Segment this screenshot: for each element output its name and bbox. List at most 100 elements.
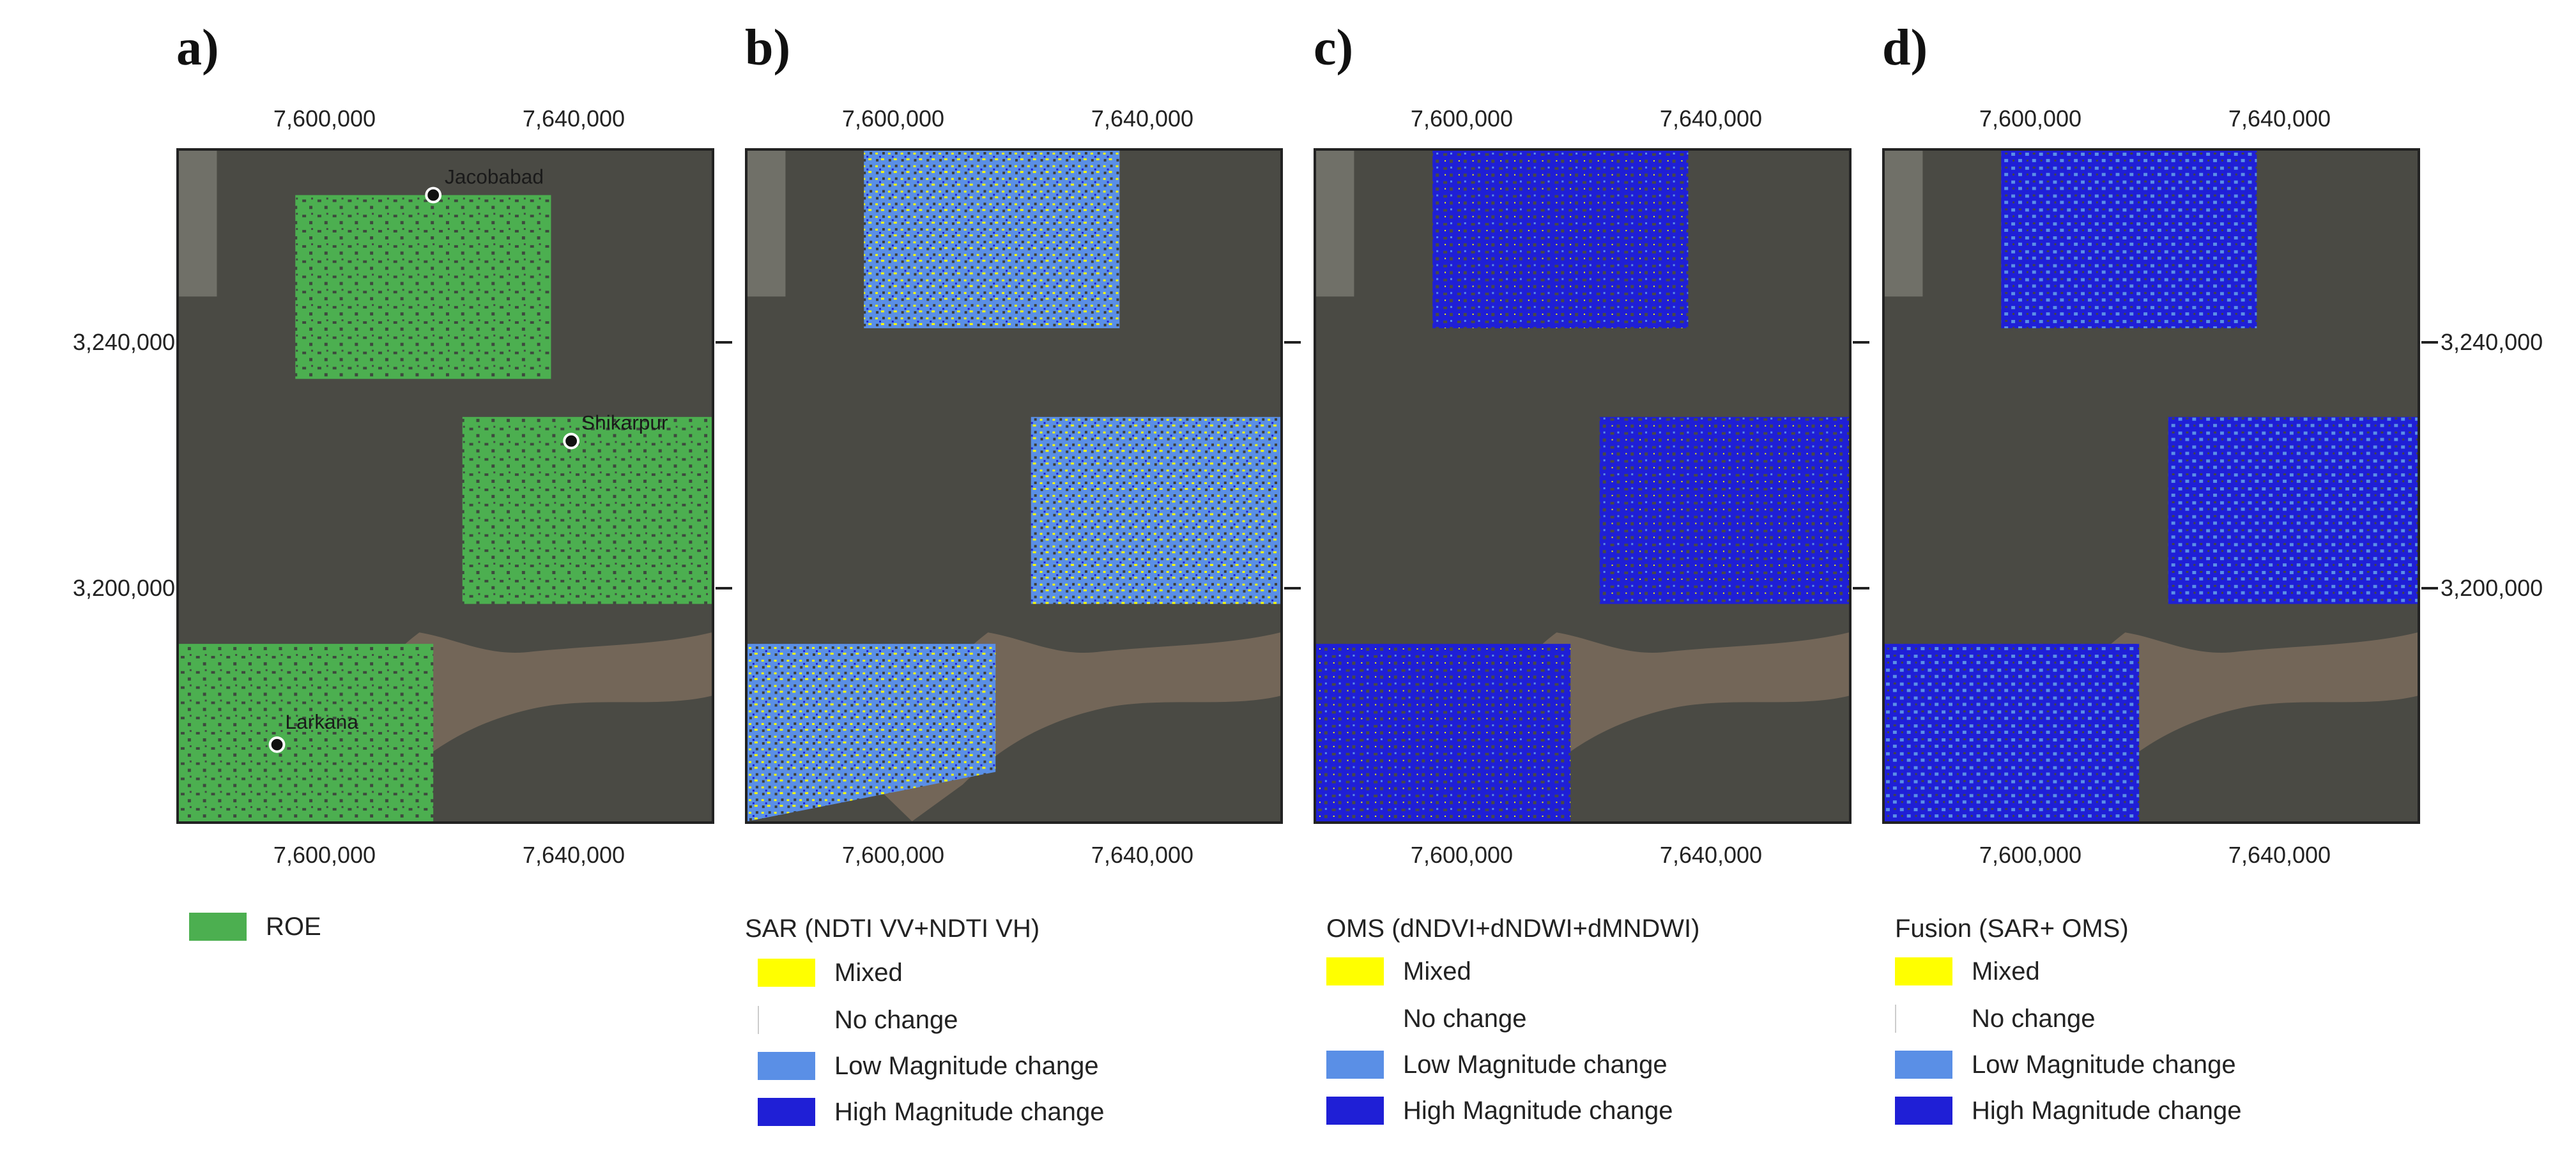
legend-item-roe: ROE — [189, 912, 321, 941]
x-tick-top: 7,600,000 — [841, 105, 945, 132]
sar-region — [864, 151, 1120, 328]
legend-swatch-high-magnitude — [1895, 1097, 1952, 1125]
map-panel-d — [1882, 148, 2420, 824]
legend-item-mixed: Mixed — [1326, 957, 1471, 986]
legend-label: No change — [834, 1005, 958, 1034]
panel-label-b: b) — [745, 20, 791, 76]
legend-swatch-low-magnitude — [1326, 1051, 1384, 1079]
map-panel-c — [1314, 148, 1851, 824]
legend-item-low-magnitude: Low Magnitude change — [1326, 1050, 1667, 1079]
legend-label: No change — [1403, 1004, 1527, 1033]
city-label: Shikarpur — [581, 411, 668, 434]
legend-item-mixed: Mixed — [758, 958, 903, 987]
tick-mark — [1853, 587, 1869, 589]
x-tick-bottom: 7,640,000 — [1659, 842, 1763, 868]
legend-label: Low Magnitude change — [834, 1051, 1099, 1080]
legend-swatch-mixed — [1895, 957, 1952, 985]
legend-item-high-magnitude: High Magnitude change — [758, 1097, 1105, 1127]
legend-item-high-magnitude: High Magnitude change — [1895, 1096, 2242, 1125]
x-tick-top: 7,640,000 — [1091, 105, 1194, 132]
legend-title-fusion: Fusion (SAR+ OMS) — [1895, 915, 2129, 943]
map-panel-b — [745, 148, 1283, 824]
legend-swatch-no-change — [1895, 1005, 1952, 1033]
legend-label: Low Magnitude change — [1403, 1050, 1667, 1079]
city-marker — [425, 186, 442, 204]
legend-label: High Magnitude change — [1403, 1096, 1673, 1125]
tick-mark — [1284, 587, 1301, 589]
oms-region — [1599, 416, 1849, 604]
y-tick-left: 3,240,000 — [72, 329, 175, 355]
map-panel-a: Jacobabad Shikarpur Larkana — [176, 148, 714, 824]
legend-swatch-high-magnitude — [1326, 1097, 1384, 1125]
legend-swatch-no-change — [758, 1006, 815, 1034]
x-tick-top: 7,600,000 — [273, 105, 376, 132]
legend-swatch-mixed — [758, 959, 815, 987]
satellite-map-a: Jacobabad Shikarpur Larkana — [179, 151, 712, 821]
fusion-region — [2168, 416, 2418, 604]
city-marker — [268, 736, 286, 753]
satellite-map-d — [1885, 151, 2418, 821]
x-tick-top: 7,640,000 — [522, 105, 625, 132]
legend-label: ROE — [266, 912, 321, 941]
tick-mark — [716, 587, 732, 589]
x-tick-bottom: 7,600,000 — [1410, 842, 1514, 868]
legend-label: Low Magnitude change — [1972, 1050, 2236, 1079]
x-tick-bottom: 7,600,000 — [841, 842, 945, 868]
sar-region — [1031, 416, 1280, 604]
tick-mark — [1284, 341, 1301, 344]
legend-item-no-change: No change — [1895, 1004, 2095, 1033]
legend-item-low-magnitude: Low Magnitude change — [758, 1051, 1099, 1081]
oms-region — [1432, 151, 1689, 328]
legend-swatch-high-magnitude — [758, 1098, 815, 1126]
x-tick-top: 7,640,000 — [2228, 105, 2331, 132]
x-tick-bottom: 7,640,000 — [1091, 842, 1194, 868]
satellite-map-c — [1316, 151, 1849, 821]
x-tick-top: 7,600,000 — [1410, 105, 1514, 132]
panel-label-c: c) — [1314, 20, 1354, 76]
roe-region — [295, 195, 551, 379]
legend-label: Mixed — [1972, 957, 2040, 985]
roe-region — [179, 644, 434, 821]
legend-swatch-roe — [189, 913, 247, 941]
legend-title-oms: OMS (dNDVI+dNDWI+dMNDWI) — [1326, 915, 1700, 943]
city-label: Jacobabad — [445, 165, 544, 188]
sar-region — [747, 644, 996, 821]
legend-label: High Magnitude change — [1972, 1096, 2242, 1125]
x-tick-bottom: 7,640,000 — [522, 842, 625, 868]
legend-item-no-change: No change — [758, 1005, 958, 1035]
roe-region — [462, 416, 712, 604]
fusion-region — [2001, 151, 2257, 328]
legend-swatch-mixed — [1326, 957, 1384, 985]
y-tick-right: 3,240,000 — [2441, 329, 2543, 355]
x-tick-bottom: 7,600,000 — [1979, 842, 2082, 868]
oms-region — [1316, 644, 1571, 821]
satellite-map-b — [747, 151, 1280, 821]
y-tick-left: 3,200,000 — [72, 575, 175, 601]
legend-label: Mixed — [834, 958, 903, 987]
tick-mark — [2421, 587, 2438, 589]
legend-label: Mixed — [1403, 957, 1471, 985]
fusion-region — [1885, 644, 2140, 821]
tick-mark — [716, 341, 732, 344]
legend-label: High Magnitude change — [834, 1097, 1105, 1126]
legend-swatch-low-magnitude — [1895, 1051, 1952, 1079]
legend-item-no-change: No change — [1326, 1004, 1526, 1033]
legend-item-mixed: Mixed — [1895, 957, 2040, 986]
panel-label-d: d) — [1882, 20, 1928, 76]
legend-swatch-no-change — [1326, 1005, 1384, 1033]
legend-label: No change — [1972, 1004, 2096, 1033]
panel-label-a: a) — [176, 20, 219, 76]
city-marker — [563, 432, 579, 450]
legend-item-low-magnitude: Low Magnitude change — [1895, 1050, 2236, 1079]
x-tick-bottom: 7,600,000 — [273, 842, 376, 868]
tick-mark — [2421, 341, 2438, 344]
x-tick-bottom: 7,640,000 — [2228, 842, 2331, 868]
y-tick-right: 3,200,000 — [2441, 575, 2543, 601]
tick-mark — [1853, 341, 1869, 344]
legend-swatch-low-magnitude — [758, 1052, 815, 1080]
legend-title-sar: SAR (NDTI VV+NDTI VH) — [745, 915, 1040, 943]
city-label: Larkana — [285, 710, 358, 733]
x-tick-top: 7,600,000 — [1979, 105, 2082, 132]
legend-item-high-magnitude: High Magnitude change — [1326, 1096, 1673, 1125]
x-tick-top: 7,640,000 — [1659, 105, 1763, 132]
